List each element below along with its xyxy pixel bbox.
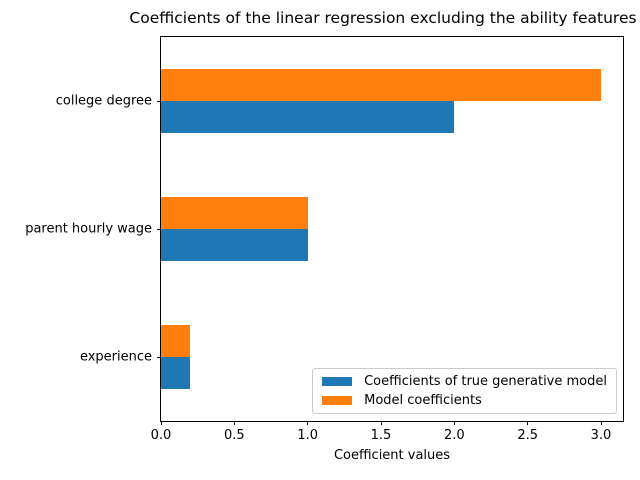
legend: Coefficients of true generative model Mod… (312, 368, 617, 414)
y-tick-mark (157, 100, 161, 102)
y-tick-label: college degree (55, 93, 152, 109)
y-tick-mark (157, 356, 161, 358)
bar-experience-series-0 (161, 357, 191, 389)
legend-swatch (322, 396, 353, 405)
x-axis-label: Coefficient values (333, 448, 451, 463)
x-tick-label: 0.5 (223, 428, 245, 443)
legend-item: Model coefficients (322, 393, 607, 408)
y-tick-mark (157, 228, 161, 230)
x-tick-label: 3.0 (590, 428, 612, 443)
legend-label: Model coefficients (364, 393, 482, 408)
x-tick-mark (600, 421, 602, 425)
bar-parent-hourly-wage-series-1 (161, 197, 308, 229)
x-tick-label: 1.0 (297, 428, 318, 443)
x-tick-label: 2.0 (443, 428, 465, 443)
chart-title: Coefficients of the linear regression ex… (129, 9, 637, 27)
bar-college-degree-series-1 (161, 69, 601, 101)
x-tick-mark (527, 421, 529, 425)
x-tick-mark (453, 421, 455, 425)
bar-parent-hourly-wage-series-0 (161, 229, 308, 261)
x-tick-mark (233, 421, 235, 425)
x-tick-mark (160, 421, 162, 425)
bar-college-degree-series-0 (161, 101, 455, 133)
x-tick-label: 2.5 (517, 428, 538, 443)
x-tick-mark (380, 421, 382, 425)
plot-area: college degree parent hourly wage experien… (25, 36, 624, 443)
legend-swatch (322, 377, 353, 386)
bar-experience-series-1 (161, 325, 191, 357)
x-tick-label: 0.0 (150, 428, 172, 443)
y-tick-label: parent hourly wage (25, 221, 152, 237)
x-tick-label: 1.5 (370, 428, 392, 443)
legend-label: Coefficients of true generative model (364, 374, 607, 389)
y-tick-label: experience (79, 349, 152, 365)
legend-item: Coefficients of true generative model (322, 374, 607, 389)
x-tick-mark (307, 421, 309, 425)
